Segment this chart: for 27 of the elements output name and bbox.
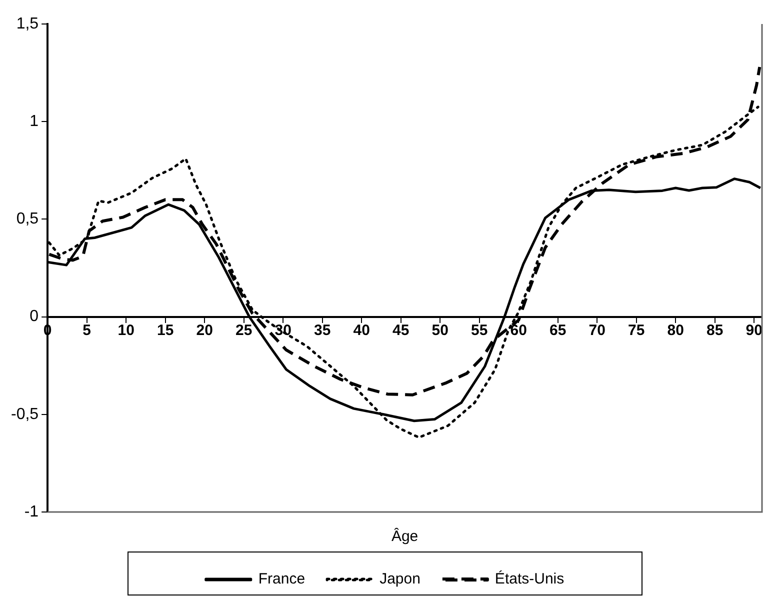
x-tick-label: 50 <box>432 322 448 339</box>
x-tick-label: 45 <box>392 322 410 339</box>
x-tick-label: 15 <box>156 322 174 339</box>
x-tick-label: 35 <box>314 322 331 339</box>
y-tick-label: -0,5 <box>10 406 39 423</box>
y-tick-label: 1 <box>30 113 39 130</box>
x-tick-label: 80 <box>667 322 684 339</box>
y-tick-label: 0,5 <box>16 210 39 228</box>
x-tick-label: 40 <box>353 322 370 339</box>
legend-label: France <box>258 570 306 588</box>
x-tick-label: 20 <box>196 322 213 339</box>
x-tick-label: 70 <box>588 322 606 339</box>
x-tick-label: 25 <box>236 322 252 339</box>
x-axis-title: Âge <box>391 527 418 546</box>
y-tick-label: -1 <box>24 503 39 520</box>
y-tick-label: 0 <box>30 308 39 326</box>
x-tick-label: 60 <box>510 322 527 339</box>
x-tick-label: 75 <box>628 322 645 339</box>
x-tick-label: 55 <box>471 322 488 339</box>
x-tick-label: 5 <box>82 322 91 339</box>
legend-label: États-Unis <box>494 570 564 588</box>
y-tick-label: 1,5 <box>16 15 39 32</box>
x-tick-label: 90 <box>746 322 762 339</box>
legend-label: Japon <box>380 570 420 588</box>
x-tick-label: 65 <box>550 322 566 339</box>
x-tick-label: 10 <box>118 322 134 339</box>
x-tick-label: 85 <box>706 322 724 339</box>
